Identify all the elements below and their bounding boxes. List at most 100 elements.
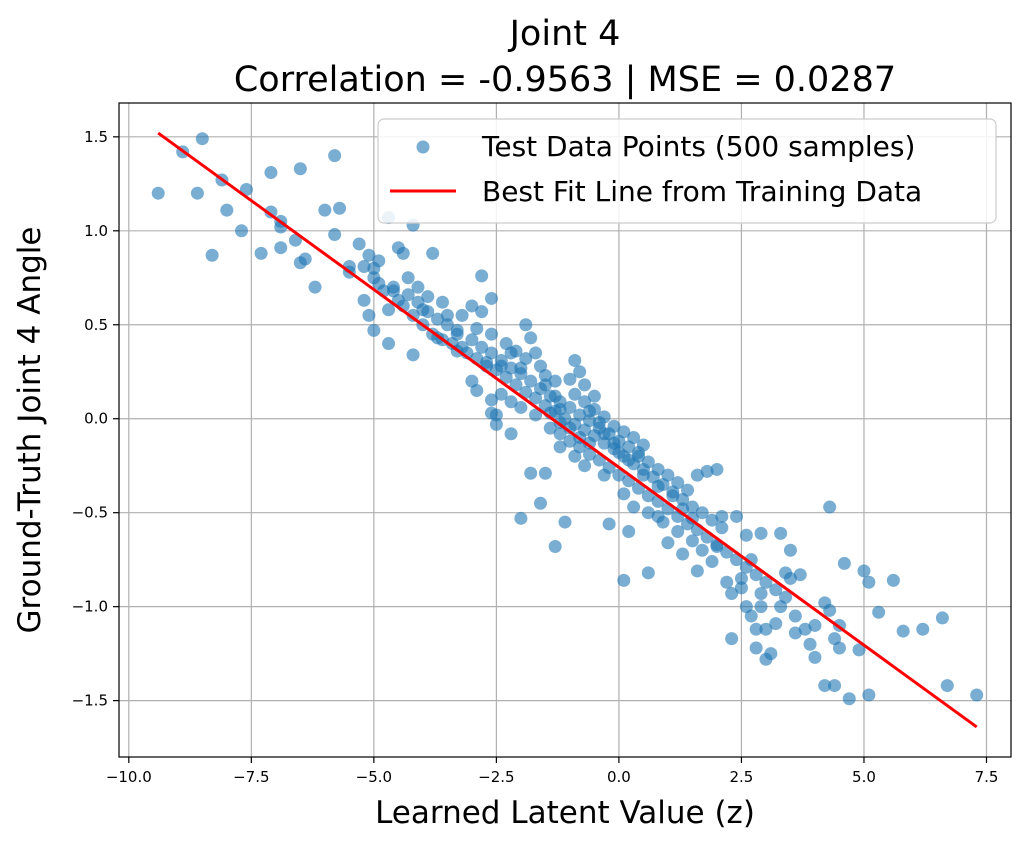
data-point <box>568 353 582 367</box>
data-point <box>426 246 440 260</box>
data-point <box>553 427 567 441</box>
data-point <box>886 573 900 587</box>
data-point <box>386 280 400 294</box>
data-point <box>533 382 547 396</box>
data-point <box>734 571 748 585</box>
data-point <box>862 575 876 589</box>
data-point <box>494 387 508 401</box>
data-point <box>465 299 479 313</box>
data-point <box>543 389 557 403</box>
best-fit-line <box>157 131 978 729</box>
data-point <box>504 361 518 375</box>
data-point <box>440 308 454 322</box>
data-point <box>617 573 631 587</box>
data-point <box>367 323 381 337</box>
data-point <box>401 288 415 302</box>
data-point <box>852 643 866 657</box>
data-point <box>328 228 342 242</box>
data-point <box>754 600 768 614</box>
data-point <box>573 365 587 379</box>
plot-frame <box>118 102 1012 758</box>
data-point <box>685 500 699 514</box>
data-point <box>602 517 616 531</box>
data-point <box>151 186 165 200</box>
data-point <box>362 308 376 322</box>
x-tick-label: −10.0 <box>106 768 152 786</box>
data-point <box>543 421 557 435</box>
x-tick-label: −2.5 <box>478 768 514 786</box>
data-point <box>568 449 582 463</box>
y-tick-label: 1.0 <box>84 222 108 240</box>
data-point <box>274 241 288 255</box>
x-axis-ticks: −10.0 −7.5 −5.0 −2.5 0.0 2.5 5.0 7.5 <box>106 757 998 786</box>
legend: Test Data Points (500 samples) Best Fit … <box>377 118 997 224</box>
data-point <box>710 462 724 476</box>
data-point <box>524 331 538 345</box>
data-point <box>597 410 611 424</box>
data-point <box>499 337 513 351</box>
legend-box <box>377 118 997 224</box>
data-point <box>455 308 469 322</box>
data-point <box>318 203 332 217</box>
data-point <box>725 587 739 600</box>
data-point <box>514 400 528 414</box>
data-point <box>651 462 665 476</box>
data-point <box>774 600 788 614</box>
y-axis-ticks: −1.5 −1.0 −0.5 0.0 0.5 1.0 1.5 <box>72 128 119 710</box>
data-point <box>509 344 523 358</box>
data-point <box>803 637 817 651</box>
data-point <box>509 378 523 392</box>
legend-scatter-marker <box>416 140 430 154</box>
data-point <box>632 449 646 463</box>
data-point <box>563 421 577 435</box>
data-point <box>587 389 601 403</box>
x-tick-label: −5.0 <box>356 768 392 786</box>
data-point <box>754 526 768 540</box>
data-point <box>195 132 209 146</box>
data-point <box>823 603 837 617</box>
data-point <box>411 280 425 294</box>
data-point <box>553 440 567 454</box>
data-point <box>558 515 572 529</box>
data-point <box>504 427 518 441</box>
data-point <box>352 237 366 251</box>
data-point <box>705 555 719 569</box>
data-point <box>553 395 567 409</box>
data-point <box>529 346 543 360</box>
data-point <box>671 476 685 490</box>
data-point <box>862 688 876 702</box>
y-tick-label: −1.5 <box>72 692 108 710</box>
data-point <box>857 564 871 578</box>
data-point <box>636 438 650 452</box>
data-point <box>749 622 763 636</box>
data-point <box>695 543 709 557</box>
data-point <box>578 459 592 473</box>
data-point <box>411 295 425 309</box>
data-point <box>749 568 763 582</box>
data-point <box>484 291 498 305</box>
data-point <box>382 337 396 351</box>
data-point <box>475 340 489 354</box>
data-point <box>661 536 675 550</box>
data-point <box>205 248 219 262</box>
data-point <box>916 622 930 636</box>
data-point <box>935 611 949 625</box>
data-point <box>641 566 655 580</box>
data-point <box>715 509 729 523</box>
data-point <box>769 617 783 631</box>
data-point <box>872 605 886 619</box>
data-point <box>676 547 690 561</box>
data-point <box>783 571 797 585</box>
data-point <box>401 271 415 285</box>
chart-subtitle: Correlation = -0.9563 | MSE = 0.0287 <box>234 60 896 100</box>
data-point <box>715 521 729 535</box>
data-point <box>837 556 851 570</box>
data-point <box>808 618 822 632</box>
data-point <box>798 622 812 636</box>
data-point <box>533 496 547 510</box>
data-point <box>484 393 498 407</box>
legend-entry-fit-line: Best Fit Line from Training Data <box>482 175 922 208</box>
data-point <box>661 468 675 482</box>
data-point <box>754 587 768 600</box>
data-point <box>896 624 910 638</box>
